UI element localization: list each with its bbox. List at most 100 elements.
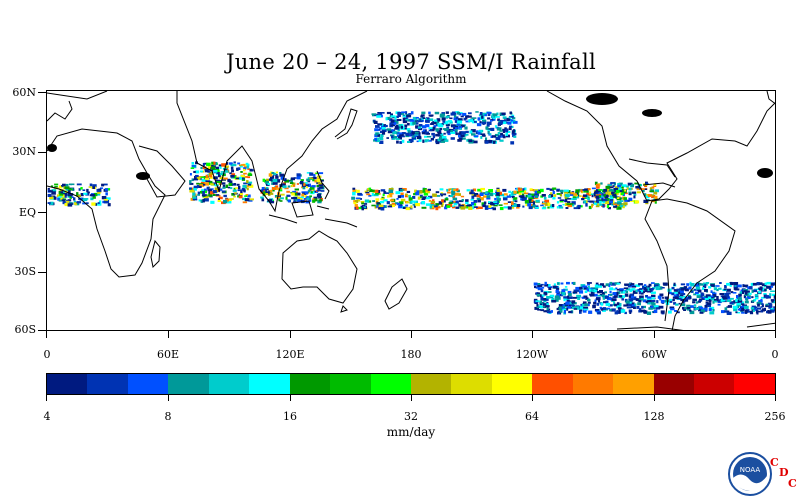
rain-cell-band-6 xyxy=(540,296,544,301)
rain-cell-band-5 xyxy=(392,129,395,132)
rain-cell-band-6 xyxy=(710,290,713,293)
rain-cell-band-6 xyxy=(642,285,645,289)
rain-cell-band-6 xyxy=(704,284,707,287)
rain-cell-band-5 xyxy=(405,118,409,121)
rain-cell-band-0 xyxy=(419,190,423,194)
rain-cell-band-5 xyxy=(435,139,438,143)
rain-cell-band-0 xyxy=(471,201,476,206)
rain-cell-band-0 xyxy=(404,194,408,198)
rain-cell-band-1 xyxy=(197,191,201,195)
rain-cell-band-0 xyxy=(440,193,443,196)
rain-cell-band-6 xyxy=(656,300,659,304)
rain-cell-band-3 xyxy=(50,195,56,198)
rain-cell-band-6 xyxy=(625,288,631,291)
rain-cell-band-1 xyxy=(229,172,232,175)
rain-cell-band-5 xyxy=(486,124,490,127)
rain-cell-band-1 xyxy=(242,177,245,180)
rain-cell-band-4 xyxy=(615,189,620,194)
rain-cell-band-2 xyxy=(283,178,287,181)
rain-cell-band-3 xyxy=(90,194,96,197)
rain-cell-band-0 xyxy=(567,201,571,203)
rain-cell-band-5 xyxy=(391,129,394,132)
rain-cell-band-5 xyxy=(499,130,503,132)
rain-cell-band-0 xyxy=(531,199,534,203)
rain-cell-band-5 xyxy=(375,139,378,141)
rain-cell-band-0 xyxy=(492,193,496,195)
rain-cell-band-5 xyxy=(395,137,401,140)
rain-cell-band-0 xyxy=(587,200,590,203)
rain-cell-band-6 xyxy=(757,303,760,307)
rain-cell-band-5 xyxy=(498,135,501,138)
rain-cell-band-4 xyxy=(628,191,632,195)
rain-cell-band-1 xyxy=(227,179,231,183)
rain-cell-band-3 xyxy=(50,185,54,188)
rain-cell-band-6 xyxy=(559,310,563,313)
rain-cell-band-0 xyxy=(516,206,520,209)
rain-cell-band-2 xyxy=(279,197,284,200)
rain-cell-band-5 xyxy=(428,129,433,132)
rain-cell-band-0 xyxy=(566,203,571,205)
rain-cell-band-5 xyxy=(476,123,482,127)
rain-cell-band-1 xyxy=(218,188,223,191)
rain-cell-band-6 xyxy=(690,305,694,308)
rain-cell-band-4 xyxy=(621,184,627,188)
rain-cell-band-6 xyxy=(697,300,701,303)
rain-cell-band-1 xyxy=(221,182,226,185)
rain-cell-band-5 xyxy=(468,139,473,142)
rain-cell-band-6 xyxy=(718,287,722,290)
rain-cell-band-4 xyxy=(643,199,649,203)
inland-lakes xyxy=(47,93,773,180)
rain-cell-band-6 xyxy=(626,303,630,307)
rain-cell-band-0 xyxy=(591,205,593,208)
rain-cell-band-6 xyxy=(616,282,621,285)
rain-cell-band-1 xyxy=(235,187,240,189)
rain-cell-band-5 xyxy=(450,112,456,116)
rain-cell-band-1 xyxy=(206,162,211,167)
rain-cell-band-2 xyxy=(318,172,324,175)
rain-cell-band-0 xyxy=(573,207,579,210)
rain-cell-band-4 xyxy=(654,201,657,204)
rain-cell-band-1 xyxy=(214,162,218,166)
rain-cell-band-0 xyxy=(503,202,508,205)
rain-cell-band-5 xyxy=(424,139,430,142)
rain-cell-band-0 xyxy=(389,204,393,207)
rain-cell-band-0 xyxy=(591,193,594,198)
rain-cell-band-6 xyxy=(684,296,689,300)
rain-cell-band-6 xyxy=(674,296,678,299)
rain-cell-band-0 xyxy=(494,197,497,201)
rain-cell-band-1 xyxy=(209,191,215,195)
rain-cell-band-6 xyxy=(606,296,612,301)
rain-cell-band-5 xyxy=(443,139,449,142)
rain-cell-band-4 xyxy=(647,194,653,197)
rain-cell-band-1 xyxy=(189,190,195,193)
rain-cell-band-6 xyxy=(680,303,686,307)
rain-cell-band-5 xyxy=(496,112,499,116)
rain-cell-band-1 xyxy=(221,178,226,181)
rain-cell-band-5 xyxy=(401,139,405,143)
rain-cell-band-0 xyxy=(456,189,460,193)
rain-cell-band-0 xyxy=(470,189,474,193)
rain-cell-band-6 xyxy=(566,281,570,285)
rain-cell-band-0 xyxy=(422,189,426,193)
rain-cell-band-6 xyxy=(745,284,749,288)
rain-cell-band-6 xyxy=(683,287,687,290)
rain-cell-band-6 xyxy=(751,305,756,309)
rain-cell-band-6 xyxy=(655,306,661,310)
rain-cell-band-5 xyxy=(411,131,416,135)
rain-cell-band-0 xyxy=(442,193,447,196)
rain-cell-band-0 xyxy=(521,193,525,197)
rain-cell-band-4 xyxy=(617,184,621,188)
rain-cell-band-6 xyxy=(769,293,772,297)
rain-cell-band-6 xyxy=(612,292,618,296)
rain-cell-band-0 xyxy=(453,188,458,192)
rain-cell-band-5 xyxy=(376,115,382,118)
rain-cell-band-0 xyxy=(451,190,456,194)
rain-cell-band-5 xyxy=(390,134,395,137)
rain-cell-band-6 xyxy=(622,295,626,298)
rain-cell-band-5 xyxy=(376,139,381,142)
rain-cell-band-6 xyxy=(694,283,700,287)
rain-cell-band-6 xyxy=(555,289,559,293)
rain-cell-band-5 xyxy=(432,126,436,130)
colorbar-swatch-15 xyxy=(653,374,694,394)
rain-cell-band-6 xyxy=(770,285,774,288)
